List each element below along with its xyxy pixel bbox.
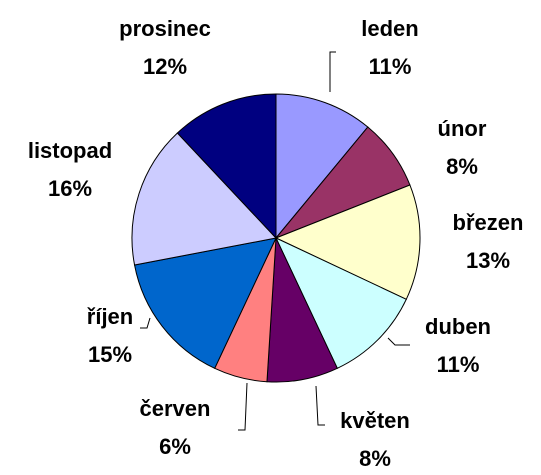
slice-label: březen (453, 210, 524, 235)
pie-slice (176, 93, 277, 240)
leader-lines (140, 51, 410, 431)
pie-slice (274, 184, 421, 300)
slice-value-label: 13% (466, 248, 510, 273)
slice-label: leden (361, 16, 418, 41)
slice-label: duben (425, 314, 491, 339)
pie-slice (131, 132, 277, 266)
slice-value-label: 11% (437, 352, 480, 377)
slice-label: květen (340, 408, 410, 433)
pie-slice (275, 93, 369, 240)
slice-label: červen (140, 396, 211, 421)
slice-label: říjen (87, 304, 133, 329)
pie-slice (274, 236, 407, 369)
slice-value-label: 11% (369, 54, 412, 79)
slice-value-label: 16% (48, 176, 92, 201)
slice-value-label: 8% (446, 154, 478, 179)
slice-value-label: 12% (143, 54, 187, 79)
slice-label: únor (438, 116, 487, 141)
pie-slice (133, 237, 277, 369)
leader-line (238, 382, 248, 431)
leader-line (329, 51, 336, 92)
slice-value-label: 15% (88, 342, 132, 367)
slice-value-label: 6% (159, 434, 191, 459)
slice-value-label: 8% (359, 446, 391, 471)
leader-line (387, 337, 410, 346)
slice-label: listopad (28, 138, 112, 163)
slice-label: prosinec (119, 16, 211, 41)
leader-line (315, 385, 325, 426)
leader-line (140, 317, 151, 329)
